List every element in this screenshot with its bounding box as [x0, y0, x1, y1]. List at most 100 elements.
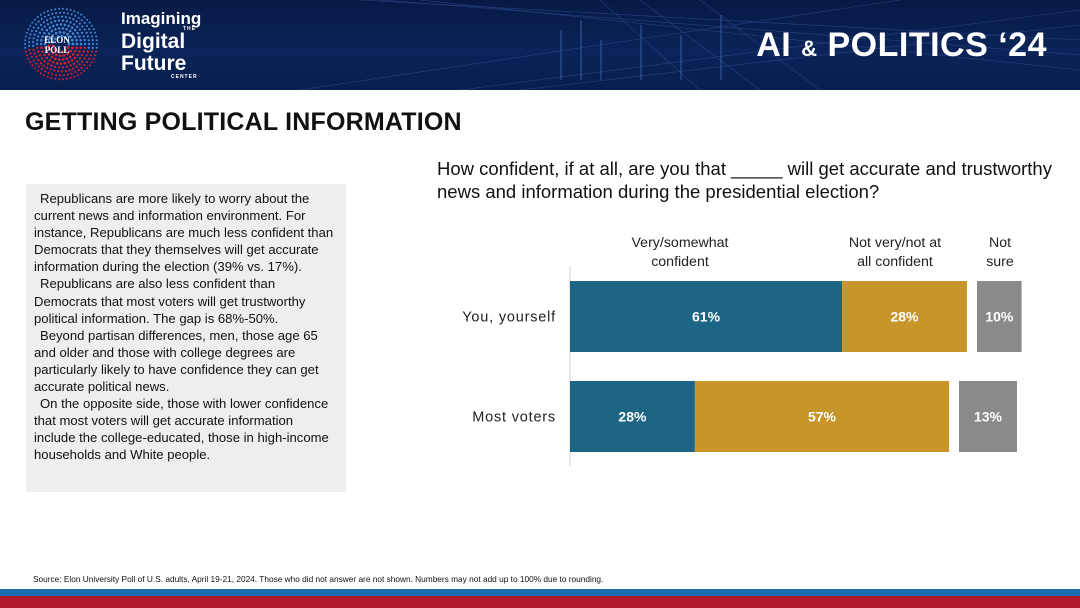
logo-dot — [25, 31, 28, 34]
logo-dot — [28, 41, 31, 44]
logo-dot — [40, 46, 43, 50]
data-label: 61% — [692, 309, 721, 325]
logo-dot — [28, 48, 31, 51]
logo-dot — [41, 35, 44, 38]
bar-segment — [959, 381, 1017, 452]
logo-dot — [76, 60, 79, 63]
logo-dot — [80, 13, 83, 16]
logo-dot — [48, 59, 52, 62]
logo-dot — [43, 70, 47, 73]
bar-segment — [570, 281, 843, 352]
logo-dot — [61, 7, 64, 10]
logo-dot — [65, 20, 69, 23]
logo-dot — [57, 27, 61, 30]
logo-dot — [25, 54, 28, 57]
logo-dot — [43, 53, 46, 57]
logo-dot — [65, 77, 68, 80]
legend-label-1: all confident — [857, 254, 933, 270]
logo-dot — [76, 53, 79, 57]
logo-dot — [88, 64, 91, 67]
logo-dot — [51, 73, 54, 76]
logo-dot — [30, 29, 33, 32]
logo-dot — [37, 65, 40, 68]
logo-dot — [35, 29, 38, 33]
logo-dot — [73, 75, 76, 78]
logo-dot — [75, 42, 79, 46]
logo-dot — [29, 24, 32, 27]
logo-dot — [69, 77, 72, 79]
brand-the: THE — [183, 26, 196, 32]
logo-dot — [51, 40, 55, 44]
logo-dot — [47, 71, 50, 74]
logo-dot — [83, 69, 86, 72]
logo-dot — [63, 23, 67, 27]
logo-dot — [33, 67, 36, 70]
logo-dot — [47, 44, 51, 48]
logo-dot — [78, 35, 81, 38]
bar-segment — [977, 281, 1022, 352]
logo-dot — [72, 67, 75, 70]
logo-dot — [76, 25, 79, 28]
logo-dot — [88, 57, 91, 60]
logo-dot — [38, 54, 42, 57]
logo-dot — [72, 23, 76, 26]
logo-dot — [50, 9, 53, 11]
category-label: You, yourself — [462, 310, 556, 326]
logo-dot — [61, 27, 65, 30]
bar-segment — [570, 381, 695, 452]
logo-dot — [86, 67, 89, 70]
logo-dot — [62, 54, 66, 57]
logo-dot — [32, 48, 35, 51]
elon-poll-logo: ELON POLL — [24, 7, 98, 81]
logo-dot — [53, 37, 57, 41]
logo-dot — [55, 73, 58, 77]
series-title-b: POLITICS ‘24 — [817, 26, 1047, 64]
logo-dot — [55, 61, 59, 65]
logo-dot — [35, 62, 38, 65]
logo-dot — [31, 40, 35, 44]
imagining-digital-future-brand: Imagining THE Digital Future CENTER — [121, 10, 201, 80]
logo-dot — [42, 21, 45, 24]
logo-dot — [24, 50, 27, 53]
logo-dot — [31, 21, 34, 24]
summary-paragraph: Republicans are more likely to worry abo… — [34, 191, 334, 275]
logo-dot — [86, 24, 89, 27]
logo-dot — [41, 50, 44, 53]
logo-text-bottom: POLL — [45, 45, 70, 55]
logo-dot — [63, 61, 67, 65]
logo-dot — [28, 44, 31, 47]
bar-segment — [694, 381, 950, 452]
logo-dot — [40, 38, 43, 42]
logo-dot — [54, 8, 57, 11]
logo-dot — [95, 50, 98, 53]
logo-dot — [80, 72, 83, 75]
logo-dot — [24, 39, 27, 42]
logo-dot — [51, 12, 54, 15]
logo-dot — [73, 28, 77, 32]
logo-dot — [39, 61, 43, 65]
logo-dot — [86, 35, 90, 38]
logo-dot — [85, 54, 88, 57]
logo-dot — [90, 61, 93, 64]
logo-dot — [40, 17, 43, 21]
logo-dot — [47, 32, 51, 35]
logo-dot — [68, 29, 72, 33]
logo-dot — [52, 24, 55, 28]
legend-label-1: Not very/not at — [849, 235, 941, 251]
logo-dot — [53, 57, 57, 61]
logo-dot — [36, 46, 39, 50]
logo-dot — [58, 54, 62, 58]
logo-dot — [28, 37, 31, 40]
logo-dot — [75, 46, 78, 50]
logo-dot — [75, 65, 78, 68]
logo-dot — [75, 20, 78, 23]
logo-dot — [35, 55, 38, 59]
logo-dot — [86, 50, 90, 53]
logo-dot — [83, 57, 86, 60]
logo-dot — [90, 24, 93, 27]
logo-dot — [53, 47, 57, 51]
logo-dot — [70, 59, 74, 62]
logo-dot — [58, 7, 61, 10]
brand-line-future: Future — [121, 52, 187, 75]
logo-dot — [69, 49, 72, 53]
